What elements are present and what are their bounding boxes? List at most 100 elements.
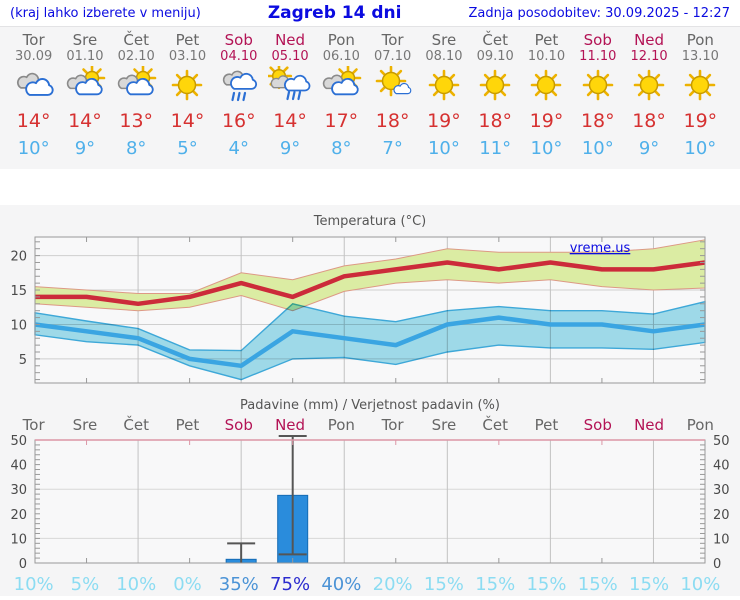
day-column-5[interactable]: Ned 05.10 14° 9° (264, 32, 315, 162)
day-high-temp: 18° (632, 110, 666, 132)
precip-probabilities: 10% 5% 10% 0% 35% 75% 40% 20% 15% 15% 15% 15% 15% 10% (0, 573, 740, 596)
day-date: 06.10 (322, 49, 360, 64)
day-icon-wrap (627, 64, 671, 106)
day-date: 12.10 (630, 49, 668, 64)
day-date: 13.10 (681, 49, 719, 64)
day-column-4[interactable]: Sob 04.10 16° 4° (213, 32, 264, 162)
precip-probability-6: 40% (321, 574, 362, 595)
day-high-temp: 19° (683, 110, 718, 132)
precip-probability-7: 20% (372, 574, 413, 595)
precip-probability-2: 10% (116, 574, 157, 595)
day-name: Sre (431, 31, 457, 49)
weather-icon-sunny (479, 69, 511, 101)
precip-day-label-3: Pet (175, 416, 200, 434)
vreme-watermark-link[interactable]: vreme.us (570, 241, 631, 256)
precip-day-label-10: Pet (534, 416, 559, 434)
day-name: Čet (482, 31, 508, 49)
day-high-temp: 17° (324, 110, 359, 132)
precip-y-tick-right: 20 (713, 508, 730, 523)
day-column-13[interactable]: Pon 13.10 19° 10° (675, 32, 726, 162)
day-icon-wrap (319, 64, 363, 106)
weather-icon-sunny (172, 69, 203, 101)
day-icon-wrap (63, 64, 107, 106)
day-name: Ned (634, 31, 665, 49)
day-column-8[interactable]: Sre 08.10 19° 10° (418, 32, 469, 162)
day-high-temp: 14° (273, 110, 307, 132)
day-icon-wrap (678, 64, 722, 106)
day-icon-wrap (12, 64, 56, 106)
precip-day-labels: Tor Sre Čet Pet Sob Ned Pon Tor Sre Čet Pet Sob Ned P… (0, 415, 740, 435)
precip-day-label-8: Sre (431, 416, 457, 434)
precip-probability-12: 15% (629, 574, 670, 595)
temperature-chart: 5 10 15 20 vreme.us (10, 236, 706, 384)
weather-icon-partly-cloudy (323, 66, 362, 96)
day-column-3[interactable]: Pet 03.10 14° 5° (162, 32, 213, 162)
precip-probability-5: 75% (270, 574, 311, 595)
day-date: 05.10 (271, 49, 309, 64)
day-high-temp: 19° (529, 110, 564, 132)
day-column-7[interactable]: Tor 07.10 18° 7° (367, 32, 418, 162)
precip-probability-8: 15% (423, 574, 464, 595)
weather-icon-partly-cloudy (118, 66, 157, 96)
precip-probability-11: 15% (577, 574, 618, 595)
day-icon-wrap (473, 64, 517, 106)
day-column-1[interactable]: Sre 01.10 14° 9° (59, 32, 110, 162)
day-date: 11.10 (579, 49, 617, 64)
precip-day-label-1: Sre (72, 416, 98, 434)
temp-y-tick-label: 5 (19, 353, 27, 368)
day-date: 09.10 (476, 49, 514, 64)
precip-day-label-7: Tor (381, 416, 404, 434)
precip-y-tick-left: 50 (10, 435, 27, 449)
precip-y-tick-right: 30 (713, 483, 730, 498)
precip-probability-3: 0% (173, 574, 202, 595)
day-icon-wrap (165, 64, 209, 106)
temp-y-tick-label: 15 (10, 284, 27, 299)
day-high-temp: 14° (68, 110, 102, 132)
weather-icon-sunny (633, 69, 665, 101)
precip-probability-4: 35% (218, 574, 259, 595)
precip-y-tick-right: 50 (713, 435, 730, 449)
precip-day-label-13: Pon (686, 416, 714, 434)
day-high-temp: 18° (478, 110, 513, 132)
day-low-temp: 9° (638, 138, 660, 159)
weather-icon-partly-cloudy (66, 66, 106, 96)
day-date: 01.10 (66, 49, 104, 64)
day-name: Čet (123, 31, 149, 49)
weather-icon-sunny (582, 69, 614, 101)
day-high-temp: 18° (375, 110, 410, 132)
day-column-12[interactable]: Ned 12.10 18° 9° (623, 32, 674, 162)
day-high-temp: 18° (580, 110, 615, 132)
day-high-temp: 14° (16, 110, 51, 132)
weather-icon-sunny (531, 69, 562, 101)
day-column-10[interactable]: Pet 10.10 19° 10° (521, 32, 572, 162)
menu-hint: (kraj lahko izberete v meniju) (10, 5, 201, 21)
day-icon-wrap (217, 64, 261, 106)
day-column-6[interactable]: Pon 06.10 17° 8° (316, 32, 367, 162)
day-column-11[interactable]: Sob 11.10 18° 10° (572, 32, 623, 162)
day-low-temp: 7° (382, 138, 403, 159)
day-column-9[interactable]: Čet 09.10 18° 11° (470, 32, 521, 162)
precip-y-tick-right: 0 (713, 557, 721, 572)
day-date: 10.10 (527, 49, 566, 64)
day-column-0[interactable]: Tor 30.09 14° 10° (8, 32, 59, 162)
day-date: 03.10 (168, 49, 207, 64)
day-low-temp: 5° (177, 138, 198, 159)
day-date: 07.10 (374, 49, 412, 64)
charts-section: Temperatura (°C) 5 10 15 20 vreme.us Padavin… (0, 205, 740, 596)
day-date: 04.10 (220, 49, 258, 64)
precip-probability-1: 5% (70, 574, 100, 595)
precipitation-chart: 0 0 10 10 20 20 30 30 40 40 50 50 (10, 435, 730, 572)
day-icon-wrap (114, 64, 158, 106)
day-name: Pon (327, 31, 355, 49)
header-bar: (kraj lahko izberete v meniju) Zagreb 14… (0, 0, 740, 26)
precip-probability-9: 15% (475, 574, 516, 595)
weather-icon-mostly-sunny (375, 66, 411, 97)
weather-icon-sunny (685, 69, 716, 101)
day-name: Tor (381, 31, 404, 49)
precip-probability-10: 15% (526, 574, 567, 595)
day-low-temp: 9° (74, 138, 96, 159)
weather-icon-rain (222, 70, 257, 102)
day-name: Pet (534, 31, 559, 49)
page-title: Zagreb 14 dni (267, 3, 402, 23)
day-column-2[interactable]: Čet 02.10 13° 8° (111, 32, 162, 162)
